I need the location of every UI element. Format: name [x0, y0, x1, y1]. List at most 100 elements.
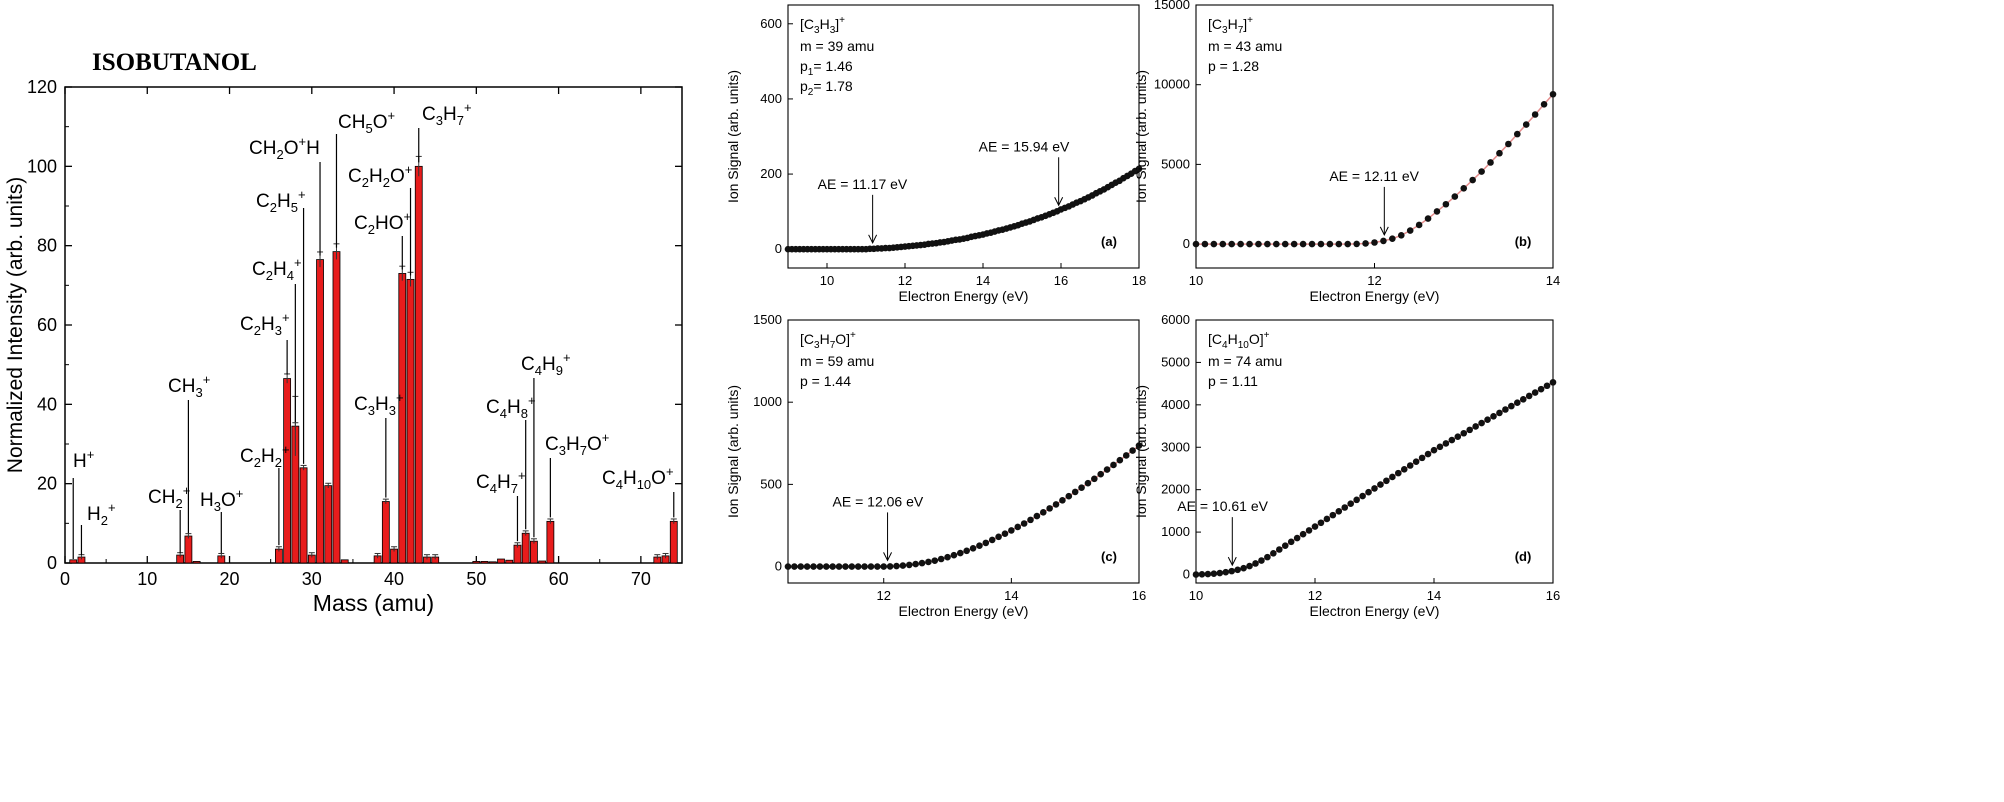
- panel-p-param: p1= 1.46: [800, 58, 853, 78]
- data-point: [1362, 240, 1369, 247]
- ae-arrow-head: [1054, 197, 1064, 207]
- data-point: [1335, 508, 1343, 515]
- data-point: [1478, 168, 1485, 175]
- x-tick-label: 40: [384, 569, 404, 589]
- panel-info: p = 1.11: [1208, 373, 1258, 389]
- bar: [332, 251, 341, 564]
- panel-tag: (a): [1101, 234, 1117, 249]
- data-point: [963, 547, 970, 555]
- panel-y-tick-label: 600: [760, 16, 782, 31]
- y-tick-label: 20: [37, 474, 57, 494]
- panel-y-tick-label: 2000: [1161, 482, 1190, 497]
- panel-x-tick-label: 12: [1308, 588, 1322, 603]
- data-point: [1317, 240, 1325, 248]
- data-point: [1228, 240, 1235, 248]
- data-point: [1371, 485, 1378, 492]
- bar: [414, 165, 423, 564]
- ion-label-h2: H2+: [87, 500, 116, 528]
- data-point: [1192, 240, 1200, 248]
- data-point: [944, 553, 951, 561]
- bar: [406, 278, 415, 564]
- data-point: [1201, 240, 1209, 248]
- data-point: [1110, 461, 1117, 469]
- panel-x-tick-label: 14: [1427, 588, 1441, 603]
- bar: [513, 544, 522, 564]
- data-point: [1371, 239, 1378, 246]
- data-point: [1537, 385, 1545, 393]
- data-point: [995, 533, 1002, 541]
- panel-x-tick-label: 18: [1132, 273, 1146, 288]
- data-point: [791, 563, 798, 570]
- data-point: [1424, 215, 1432, 222]
- data-point: [1502, 406, 1509, 413]
- data-point: [1359, 492, 1366, 500]
- data-point: [854, 563, 862, 570]
- data-point: [1234, 566, 1241, 574]
- ion-label-c3h7o: C3H7O+: [545, 430, 609, 458]
- data-point: [1472, 423, 1479, 430]
- panel-y-axis-label: Ion Signal (arb. units): [725, 385, 741, 518]
- ae-arrow-head: [1227, 556, 1237, 567]
- panel-x-tick-label: 12: [876, 588, 890, 603]
- data-point: [1442, 440, 1450, 447]
- data-point: [1255, 240, 1262, 248]
- data-point: [1540, 101, 1548, 108]
- data-point: [1317, 519, 1325, 527]
- bar: [546, 520, 555, 564]
- data-point: [1287, 538, 1295, 546]
- data-point: [848, 563, 856, 570]
- ion-label-c2h4: C2H4+: [252, 255, 302, 283]
- data-point: [1198, 571, 1206, 578]
- data-point: [1341, 504, 1349, 511]
- data-point: [1078, 484, 1085, 491]
- panel-y-axis-label: Ion Signal (arb. units): [725, 70, 741, 203]
- x-axis-label: Mass (amu): [313, 590, 434, 616]
- data-point: [1204, 570, 1212, 578]
- data-point: [1246, 562, 1253, 570]
- data-point: [1046, 505, 1053, 512]
- data-point: [1323, 515, 1331, 523]
- data-point: [1071, 488, 1079, 496]
- data-point: [1549, 379, 1557, 386]
- panel-x-tick-label: 14: [1004, 588, 1018, 603]
- ae-label: AE = 15.94 eV: [979, 138, 1070, 154]
- ion-label-c3h7: C3H7+: [422, 100, 472, 128]
- ae-label: AE = 10.61 eV: [1177, 498, 1268, 514]
- panel-x-tick-label: 10: [1189, 273, 1203, 288]
- x-tick-label: 70: [631, 569, 651, 589]
- bar: [316, 259, 324, 564]
- panel-y-tick-label: 500: [760, 476, 782, 491]
- data-point: [1129, 447, 1136, 454]
- data-point: [784, 563, 792, 570]
- data-point: [976, 542, 983, 549]
- data-point: [1377, 481, 1384, 488]
- bar: [283, 378, 292, 564]
- ion-label-c2h5: C2H5+: [256, 187, 306, 215]
- data-point: [1084, 479, 1092, 487]
- data-point: [925, 558, 932, 566]
- data-point: [1460, 185, 1468, 192]
- data-point: [1014, 523, 1022, 531]
- data-point: [1276, 546, 1283, 553]
- panel-formula: [C4H10O]+: [1208, 330, 1270, 351]
- data-point: [1490, 412, 1497, 420]
- ion-label-h3o: H3O+: [200, 486, 243, 514]
- panel-y-axis-label: Ion Signal (arb. units): [1133, 385, 1149, 518]
- ion-label-c2h2o: C2H2O+: [348, 162, 412, 190]
- data-point: [1543, 382, 1551, 390]
- data-point: [1222, 568, 1230, 576]
- panel-a: 10 12 14 16 18 0 200 400 600 Electron Energy (eV)…: [725, 4, 1146, 304]
- panel-y-tick-label: 0: [775, 241, 782, 256]
- data-point: [1380, 237, 1387, 245]
- data-point: [1454, 433, 1462, 440]
- ion-label-c4h7: C4H7+: [476, 468, 526, 496]
- data-point: [1052, 501, 1060, 508]
- data-point: [1216, 569, 1224, 577]
- data-point: [803, 563, 811, 570]
- chart-title: ISOBUTANOL: [92, 49, 257, 76]
- bar: [669, 520, 678, 564]
- data-point: [1389, 235, 1396, 242]
- panel-info: p = 1.28: [1208, 58, 1259, 74]
- ion-label-c4h8: C4H8+: [486, 393, 536, 421]
- panel-x-axis-label: Electron Energy (eV): [899, 603, 1029, 619]
